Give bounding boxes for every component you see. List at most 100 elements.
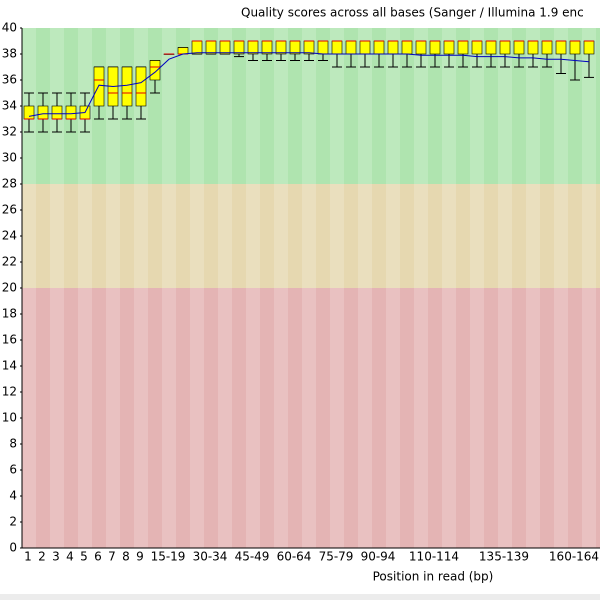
y-tick-label: 20 xyxy=(2,281,17,295)
x-tick-label: 5 xyxy=(80,550,88,564)
box xyxy=(387,40,399,55)
y-tick-label: 30 xyxy=(2,151,17,165)
box xyxy=(471,40,483,55)
box xyxy=(513,40,525,55)
box xyxy=(345,40,357,55)
x-tick-label: 4 xyxy=(66,550,74,564)
x-tick-label: 3 xyxy=(52,550,60,564)
y-tick-label: 26 xyxy=(2,203,17,217)
box xyxy=(51,105,63,120)
x-tick-label: 160-164 xyxy=(549,550,599,564)
column-stripe xyxy=(190,28,204,548)
column-stripe xyxy=(162,28,176,548)
box xyxy=(485,40,497,55)
box xyxy=(443,40,455,55)
y-tick-label: 6 xyxy=(9,463,17,477)
box xyxy=(135,66,147,107)
box xyxy=(177,47,189,55)
x-tick-label: 8 xyxy=(122,550,130,564)
box xyxy=(555,40,567,55)
column-stripe xyxy=(526,28,540,548)
x-tick-label: 90-94 xyxy=(361,550,396,564)
column-stripe xyxy=(50,28,64,548)
box xyxy=(93,66,105,107)
y-tick-label: 34 xyxy=(2,99,17,113)
x-tick-label: 135-139 xyxy=(479,550,529,564)
x-tick-label: 7 xyxy=(108,550,116,564)
column-stripe xyxy=(78,28,92,548)
box xyxy=(569,40,581,55)
y-tick-label: 2 xyxy=(9,515,17,529)
column-stripe xyxy=(330,28,344,548)
y-tick-label: 4 xyxy=(9,489,17,503)
quality-band xyxy=(22,288,600,548)
box xyxy=(499,40,511,55)
column-stripe xyxy=(582,28,596,548)
x-tick-label: 45-49 xyxy=(235,550,270,564)
y-tick-label: 32 xyxy=(2,125,17,139)
x-tick-label: 60-64 xyxy=(277,550,312,564)
y-tick-label: 40 xyxy=(2,21,17,35)
box xyxy=(233,40,245,55)
y-tick-label: 38 xyxy=(2,47,17,61)
box xyxy=(583,40,595,55)
column-stripe xyxy=(498,28,512,548)
box xyxy=(289,40,301,55)
column-stripe xyxy=(442,28,456,548)
box xyxy=(541,40,553,55)
x-tick-label: 9 xyxy=(136,550,144,564)
x-tick-label: 30-34 xyxy=(193,550,228,564)
x-axis-label: Position in read (bp) xyxy=(373,570,494,584)
column-stripe xyxy=(554,28,568,548)
column-stripe xyxy=(218,28,232,548)
x-tick-label: 75-79 xyxy=(319,550,354,564)
box xyxy=(247,40,259,55)
box xyxy=(359,40,371,55)
box xyxy=(261,40,273,55)
box xyxy=(415,40,427,55)
column-stripe xyxy=(358,28,372,548)
box xyxy=(317,40,329,55)
mean-line xyxy=(28,52,590,117)
column-stripe xyxy=(274,28,288,548)
column-stripe xyxy=(414,28,428,548)
quality-band xyxy=(22,184,600,288)
box xyxy=(303,40,315,55)
column-stripe xyxy=(106,28,120,548)
box xyxy=(457,40,469,55)
box xyxy=(527,40,539,55)
y-tick-label: 12 xyxy=(2,385,17,399)
box xyxy=(191,40,203,55)
box xyxy=(373,40,385,55)
box xyxy=(65,105,77,120)
y-tick-label: 28 xyxy=(2,177,17,191)
column-stripe xyxy=(470,28,484,548)
x-tick-label: 1 xyxy=(24,550,32,564)
chart-title: Quality scores across all bases (Sanger … xyxy=(241,6,584,20)
box xyxy=(429,40,441,55)
y-tick-label: 14 xyxy=(2,359,17,373)
box xyxy=(205,40,217,55)
y-tick-label: 18 xyxy=(2,307,17,321)
x-tick-label: 2 xyxy=(38,550,46,564)
y-tick-label: 16 xyxy=(2,333,17,347)
x-tick-label: 6 xyxy=(94,550,102,564)
box xyxy=(37,105,49,120)
y-tick-label: 24 xyxy=(2,229,17,243)
y-tick-label: 10 xyxy=(2,411,17,425)
column-stripe xyxy=(386,28,400,548)
box xyxy=(331,40,343,55)
y-tick-label: 36 xyxy=(2,73,17,87)
bottom-strip xyxy=(0,594,600,600)
column-stripe xyxy=(134,28,148,548)
column-stripe xyxy=(302,28,316,548)
column-stripe xyxy=(246,28,260,548)
column-stripe xyxy=(22,28,36,548)
x-tick-label: 15-19 xyxy=(151,550,186,564)
box xyxy=(23,105,35,120)
box xyxy=(275,40,287,55)
box xyxy=(219,40,231,55)
y-tick-label: 8 xyxy=(9,437,17,451)
box xyxy=(149,60,161,81)
